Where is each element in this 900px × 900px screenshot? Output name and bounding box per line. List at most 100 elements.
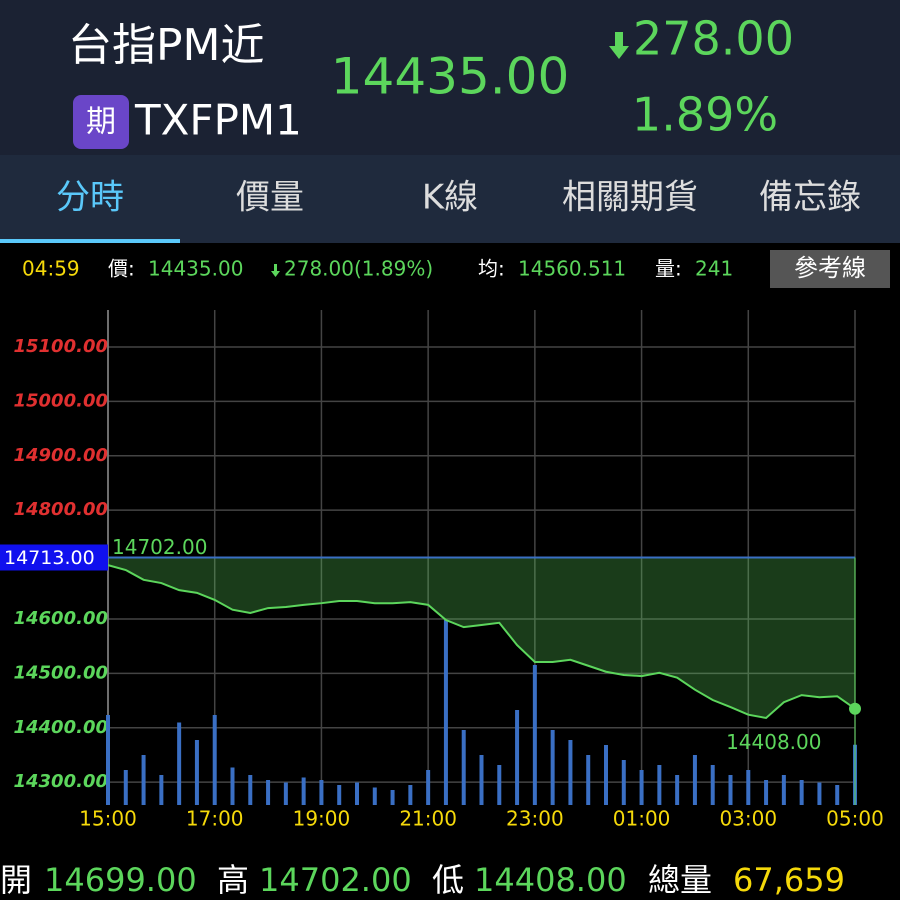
volume-bar <box>141 755 146 805</box>
volume-bar <box>746 770 751 805</box>
volume-bar <box>177 722 182 805</box>
info-time: 04:59 <box>22 257 80 281</box>
reference-label-bg <box>0 544 108 571</box>
low-label: 低 <box>432 861 464 899</box>
info-change: 278.00(1.89%) <box>284 257 433 281</box>
info-price-label: 價: <box>108 257 135 281</box>
badge-bg <box>73 95 129 149</box>
volume-bar <box>443 620 448 805</box>
volume-bar <box>817 782 822 805</box>
info-bar: 04:59 價: 14435.00 278.00(1.89%) 均: 14560… <box>22 257 733 281</box>
volume-bar <box>230 767 235 805</box>
info-vol: 241 <box>695 257 733 281</box>
volume-bar <box>675 775 680 805</box>
volume-bar <box>568 740 573 805</box>
volume-bar <box>194 740 199 805</box>
footer: 開 14699.00 高 14702.00 低 14408.00 總量 67,6… <box>0 861 845 899</box>
volume-bar <box>479 755 484 805</box>
y-tick-label: 14800.00 <box>13 499 108 520</box>
price-line <box>107 564 856 720</box>
y-tick-label: 14900.00 <box>13 445 108 466</box>
volume-label: 總量 <box>648 861 712 899</box>
volume-bar <box>728 775 733 805</box>
volume-bar <box>212 715 217 805</box>
tab[interactable]: 分時 <box>56 178 124 218</box>
volume-bar <box>372 787 377 805</box>
badge: 期 <box>86 105 116 140</box>
volume-bar <box>408 785 413 805</box>
instrument-code: TXFPM1 <box>134 96 302 145</box>
volume-bar <box>390 790 395 805</box>
last-price: 14435.00 <box>331 48 570 106</box>
x-tick-label: 05:00 <box>826 807 884 831</box>
tab[interactable]: 備忘錄 <box>759 178 861 218</box>
x-tick-label: 01:00 <box>613 807 671 831</box>
y-tick-label: 14400.00 <box>13 717 108 738</box>
open-label: 開 <box>0 861 32 899</box>
open: 14699.00 <box>44 861 197 899</box>
tab-bar <box>0 155 900 243</box>
header-bg <box>0 0 900 155</box>
price-area <box>108 557 855 718</box>
volume-bar <box>799 780 804 805</box>
volume-bar <box>586 755 591 805</box>
volume-bar <box>266 780 271 805</box>
high: 14702.00 <box>259 861 412 899</box>
annotation: 14702.00 <box>112 535 207 559</box>
low: 14408.00 <box>474 861 627 899</box>
tab[interactable]: 相關期貨 <box>562 178 698 218</box>
change-pct: 1.89% <box>632 88 778 142</box>
volume-bar <box>621 760 626 805</box>
volume-bar <box>426 770 431 805</box>
volume-bar <box>123 770 128 805</box>
y-tick-label: 15100.00 <box>13 336 108 357</box>
volume-bar <box>461 730 466 805</box>
tab[interactable]: K線 <box>422 178 478 218</box>
instrument-name: 台指PM近 <box>68 20 265 71</box>
y-tick-label: 14300.00 <box>13 771 108 792</box>
volume-bar <box>835 785 840 805</box>
reference-button[interactable] <box>770 250 890 288</box>
change: 278.00 <box>633 12 794 66</box>
volume-bar <box>710 765 715 805</box>
y-tick-label: 14600.00 <box>13 608 108 629</box>
y-tick-label: 14500.00 <box>13 662 108 683</box>
volume-bar <box>337 785 342 805</box>
volume-bar <box>355 782 359 805</box>
tab-underline <box>0 239 180 243</box>
volume-bar <box>283 782 288 805</box>
volume-bar <box>764 780 769 805</box>
high-label: 高 <box>217 861 249 899</box>
tab[interactable]: 價量 <box>236 178 304 218</box>
volume-bar <box>532 665 537 805</box>
info-avg: 14560.511 <box>518 257 626 281</box>
volume-bar <box>657 765 662 805</box>
volume-bar <box>319 780 324 805</box>
annotation: 14408.00 <box>726 730 821 754</box>
x-tick-label: 15:00 <box>79 807 137 831</box>
plot: 15:00 17:00 19:00 21:00 23:00 01:00 03:00 05:00… <box>0 310 884 831</box>
x-tick-label: 03:00 <box>719 807 777 831</box>
volume-bar <box>159 775 164 805</box>
last-price-dot <box>849 702 861 715</box>
x-tick-label: 19:00 <box>293 807 351 831</box>
tabs: 分時 價量 K線 相關期貨 備忘錄 <box>56 178 861 218</box>
info-vol-label: 量: <box>655 257 682 281</box>
volume-bar <box>515 710 520 805</box>
info-arrow <box>271 264 280 277</box>
volume-bar <box>106 715 110 805</box>
volume-bar <box>692 755 697 805</box>
info-avg-label: 均: <box>478 257 505 281</box>
reference-label: 14713.00 <box>4 547 95 569</box>
volume-bar <box>781 775 786 805</box>
reference-button-label[interactable]: 參考線 <box>794 254 866 282</box>
volume-bar <box>604 745 608 805</box>
x-tick-label: 17:00 <box>186 807 244 831</box>
volume-bar <box>301 777 306 805</box>
total-volume: 67,659 <box>733 861 845 899</box>
volume-bar <box>248 775 253 805</box>
volume-bar <box>550 730 555 805</box>
info-price: 14435.00 <box>148 257 243 281</box>
